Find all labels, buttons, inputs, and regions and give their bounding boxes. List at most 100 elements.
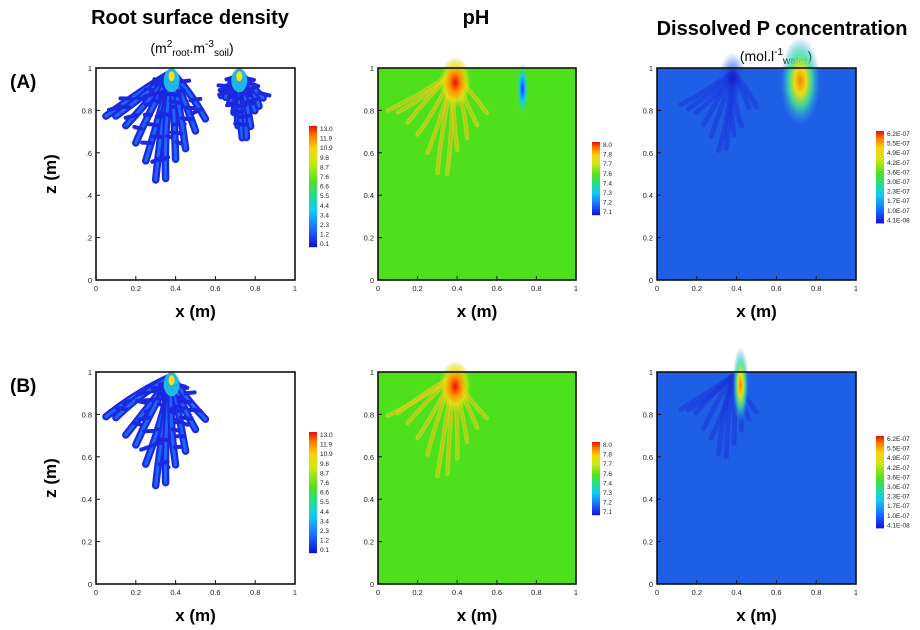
panel-b-root-density: 0 0.2 0.4 0.6 0.8 1 0 0.2 0.4 0.6 0.8 1 x (m) z (m) 13… [41,368,333,625]
root-lateral [136,415,152,422]
x-tick-label: 0 [655,284,659,293]
y-tick-label: 0.4 [82,495,92,504]
colorbar-label: 7.7 [603,161,612,168]
x-axis-label: x (m) [175,302,216,321]
colorbar-label: 7.2 [603,200,612,207]
y-tick-label: 0.8 [82,410,92,419]
colorbar-label: 3.4 [320,518,329,525]
colorbar [592,142,600,216]
root-lateral [158,110,170,117]
root-lateral [174,406,187,414]
root-lateral [220,87,236,93]
root-lateral [236,102,248,109]
colorbar-label: 7.4 [603,480,612,487]
colorbar-label: 7.6 [320,480,329,487]
root-lateral [145,121,160,128]
y-tick-label: 0.4 [364,191,374,200]
root-lateral [142,91,157,99]
root-lateral [244,97,259,105]
x-tick-label: 1 [574,588,578,597]
x-tick-label: 0.8 [250,284,260,293]
y-tick-label: 0.6 [364,149,374,158]
root-lateral [184,105,196,111]
y-tick-label: 0.8 [364,410,374,419]
colorbar-label: 7.6 [603,171,612,178]
y-tick-label: 1 [88,64,92,73]
root-lateral [168,91,183,98]
y-tick-label: 0 [88,580,92,589]
x-tick-label: 1 [293,588,297,597]
y-tick-label: 0.2 [82,538,92,547]
colorbar-label: 5.5E-07 [887,446,910,453]
colorbar-label: 8.0 [603,442,612,449]
colorbar-label: 3.0E-07 [887,179,910,186]
row-label-a: (A) [10,72,36,93]
y-tick-label: 0.6 [643,149,653,158]
x-tick-label: 1 [854,588,858,597]
colorbar-label: 7.3 [603,490,612,497]
colorbar-label: 6.2E-07 [887,436,910,443]
colorbar-label: 10.9 [320,145,333,152]
root-lateral [187,407,203,413]
y-tick-label: .2 [86,234,92,243]
ph-hotspot [439,360,472,413]
x-tick-label: 0.6 [771,588,781,597]
x-axis-label: x (m) [736,606,777,625]
colorbar [876,131,884,224]
colorbar-label: 7.6 [603,471,612,478]
colorbar-label: 13.0 [320,126,333,133]
colorbar-label: 8.7 [320,164,329,171]
colorbar-label: 8.0 [603,142,612,149]
colorbar-label: 6.6 [320,184,329,191]
colorbar-label: 5.5E-07 [887,141,910,148]
plot-frame [95,371,296,585]
y-tick-label: 0.2 [364,538,374,547]
colorbar-label: 3.6E-07 [887,474,910,481]
column-title-dissolved-p: Dissolved P concentration [657,18,908,40]
root-lateral [115,104,131,110]
colorbar-label: 7.4 [603,180,612,187]
x-tick-label: 0.8 [531,588,541,597]
colorbar-label: 3.4 [320,212,329,219]
panel-a-ph: 0 0.2 0.4 0.6 0.8 1 0 0.2 0.4 0.6 0.8 1 x (m) 8.0 7.8 7… [364,56,612,321]
root-lateral [257,90,272,98]
root-lateral [152,77,163,83]
y-tick-label: 0 [649,276,653,285]
x-tick-label: 1 [293,284,297,293]
root-crown-peak [168,375,175,386]
y-tick-label: 0.8 [364,106,374,115]
root-lateral [183,390,197,396]
column-title-ph: pH [463,7,490,29]
y-tick-label: 1 [649,64,653,73]
x-tick-label: 1 [574,284,578,293]
y-tick-label: 0.2 [643,234,653,243]
root-lateral [224,90,240,96]
colorbar-label: 7.3 [603,190,612,197]
root-lateral [176,399,192,404]
plot-frame [377,371,577,585]
column-title-root-density: Root surface density [91,7,290,29]
colorbar-label: 0.1 [320,547,329,554]
colorbar-label: 1.0E-07 [887,208,910,215]
colorbar-label: 7.2 [603,500,612,507]
y-tick-label: 1 [370,368,374,377]
y-tick-label: 1 [649,368,653,377]
x-tick-label: 0.4 [731,284,741,293]
colorbar-label: 1.0E-07 [887,513,910,520]
colorbar-label: 4.4 [320,509,329,516]
root-lateral [135,390,151,397]
y-tick-label: .6 [86,149,92,158]
x-tick-label: 0 [94,284,98,293]
colorbar-label: 7.1 [603,209,612,216]
root-density-unit: (m2root.m-3soil) [150,39,233,59]
colorbar-label: 5.5 [320,499,329,506]
colorbar-label: 4.1E-08 [887,522,910,529]
root-lateral [169,404,180,412]
root-lateral [132,124,144,131]
colorbar [876,436,884,529]
x-tick-label: 0.4 [452,284,462,293]
x-tick-label: 0 [376,284,380,293]
row-label-b: (B) [10,376,36,397]
y-tick-label: 0.4 [643,495,653,504]
y-tick-label: 0.6 [643,453,653,462]
